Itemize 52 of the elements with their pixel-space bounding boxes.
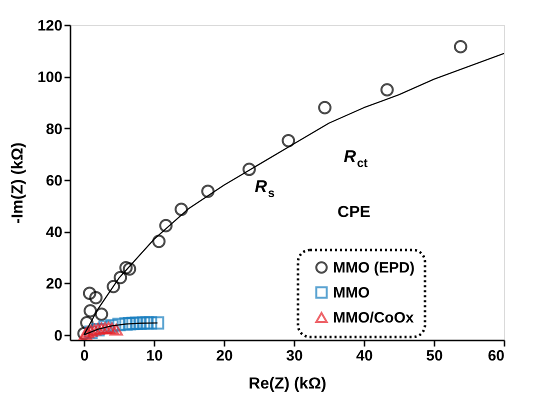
y-axis-title: -Im(Z) (kΩ)	[9, 142, 26, 224]
point	[82, 286, 96, 300]
point	[84, 304, 97, 318]
x-tick-label: 50	[426, 348, 443, 364]
point	[201, 184, 215, 198]
point	[126, 316, 140, 330]
x-tick-label: 40	[356, 348, 373, 364]
point	[133, 316, 147, 330]
x-tick-label: 30	[286, 348, 303, 364]
point	[94, 322, 108, 334]
point	[136, 316, 150, 330]
y-tick-label: 0	[54, 327, 62, 344]
point	[380, 83, 394, 96]
y-tick-label: 100	[37, 69, 62, 86]
legend-label: MMO (EPD)	[333, 260, 415, 276]
point	[102, 322, 116, 334]
point	[110, 324, 123, 336]
y-tick-label: 80	[46, 120, 62, 138]
point	[150, 316, 164, 330]
point	[119, 317, 133, 331]
x-tick-label: 0	[80, 348, 89, 364]
point	[140, 316, 154, 330]
x-axis-title: Re(Z) (kΩ)	[248, 376, 326, 392]
point	[174, 202, 188, 216]
point	[119, 261, 133, 274]
point	[454, 40, 468, 54]
point	[318, 100, 332, 114]
y-tick-label: 120	[37, 18, 62, 34]
point	[89, 290, 103, 304]
point	[112, 318, 126, 332]
legend-label: MMO	[333, 284, 370, 302]
point	[122, 317, 136, 330]
annotation: CPE	[338, 204, 371, 221]
point	[159, 218, 173, 232]
point	[105, 322, 119, 334]
x-tick-label: 10	[146, 348, 163, 364]
point	[114, 270, 128, 284]
point	[106, 280, 120, 294]
point	[130, 316, 144, 330]
point	[144, 316, 158, 330]
point	[94, 307, 108, 321]
point	[122, 262, 136, 276]
y-tick-label: 20	[46, 276, 62, 293]
point	[88, 324, 102, 336]
x-tick-label: 60	[488, 348, 504, 364]
legend-label: MMO/CoOx	[333, 310, 414, 326]
y-tick-label: 40	[46, 224, 62, 242]
point	[282, 134, 296, 148]
x-tick-label: 20	[216, 348, 233, 364]
point	[242, 162, 256, 176]
point	[152, 234, 166, 248]
y-tick-label: 60	[46, 172, 62, 190]
